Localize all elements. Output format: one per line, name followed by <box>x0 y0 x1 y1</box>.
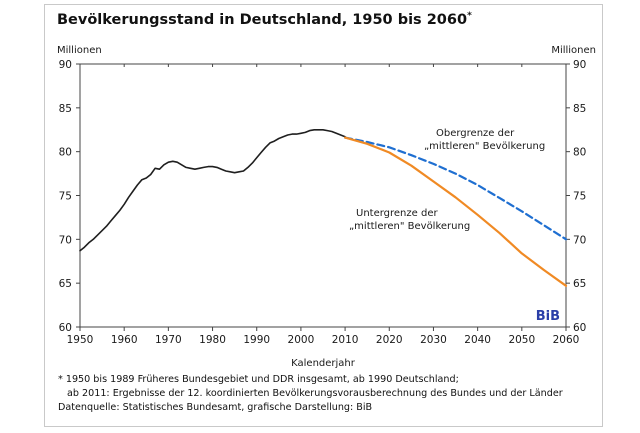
annotation-upper-line1: Obergrenze der <box>436 128 515 139</box>
y-tick-label-left-65: 65 <box>59 278 72 290</box>
y-tick-label-left-75: 75 <box>59 191 72 203</box>
x-tick-label-2060: 2060 <box>553 334 580 346</box>
bib-logo: BiB <box>536 309 560 324</box>
x-tick-label-2020: 2020 <box>376 334 403 346</box>
y-axis-label-right: Millionen <box>551 45 596 56</box>
x-tick-label-1970: 1970 <box>155 334 182 346</box>
series-line-historical <box>79 129 346 252</box>
x-tick-label-1990: 1990 <box>243 334 270 346</box>
footnote-line-2: ab 2011: Ergebnisse der 12. koordinierte… <box>67 388 563 399</box>
x-tick-label-2050: 2050 <box>508 334 535 346</box>
y-tick-label-right-60: 60 <box>573 322 586 334</box>
plot-area <box>79 63 567 328</box>
x-axis-label: Kalenderjahr <box>291 358 356 369</box>
chart-title: Bevölkerungsstand in Deutschland, 1950 b… <box>57 12 472 28</box>
series-line-lower-bound <box>344 136 568 287</box>
axis-ticks: 1950 1960 1970 1980 1990 2000 2010 2020 2030 2040… <box>59 59 587 346</box>
chart-title-footnote-mark: * <box>467 11 472 22</box>
x-tick-label-2030: 2030 <box>420 334 447 346</box>
y-tick-label-right-80: 80 <box>573 147 586 159</box>
y-tick-label-right-65: 65 <box>573 278 586 290</box>
chart-title-text: Bevölkerungsstand in Deutschland, 1950 b… <box>57 12 468 28</box>
x-tick-label-1960: 1960 <box>111 334 138 346</box>
annotation-lower-line1: Untergrenze der <box>356 208 438 219</box>
y-tick-label-right-90: 90 <box>573 59 586 71</box>
y-tick-label-left-60: 60 <box>59 322 72 334</box>
y-tick-label-right-70: 70 <box>573 234 586 246</box>
y-tick-label-left-90: 90 <box>59 59 72 71</box>
footnote-source: Datenquelle: Statistisches Bundesamt, gr… <box>58 402 373 413</box>
footnote-line-1: * 1950 bis 1989 Früheres Bundesgebiet un… <box>58 374 459 385</box>
series-lines <box>79 129 568 287</box>
y-axis-label-left: Millionen <box>57 45 102 56</box>
y-tick-label-left-70: 70 <box>59 234 72 246</box>
x-tick-label-1980: 1980 <box>199 334 226 346</box>
annotation-upper-line2: „mittleren" Bevölkerung <box>424 141 545 152</box>
y-tick-label-right-85: 85 <box>573 103 586 115</box>
x-tick-label-2000: 2000 <box>288 334 315 346</box>
y-tick-label-right-75: 75 <box>573 191 586 203</box>
series-line-upper-bound <box>344 136 568 241</box>
x-tick-label-2010: 2010 <box>332 334 359 346</box>
x-tick-label-1950: 1950 <box>67 334 94 346</box>
annotation-lower-line2: „mittleren" Bevölkerung <box>349 221 470 232</box>
chart-frame <box>44 4 603 427</box>
y-tick-label-left-80: 80 <box>59 147 72 159</box>
x-tick-label-2040: 2040 <box>464 334 491 346</box>
y-tick-label-left-85: 85 <box>59 103 72 115</box>
